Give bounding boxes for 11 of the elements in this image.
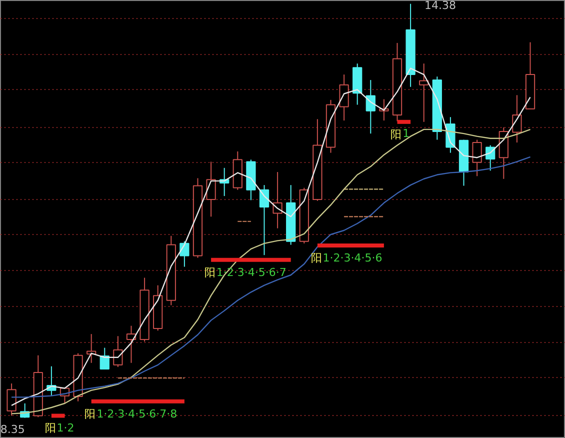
series-label: 阳1·2·3·4·5·6	[310, 251, 382, 264]
candlestick	[472, 139, 482, 177]
series-label: 阳1	[390, 126, 410, 141]
candlestick	[512, 94, 522, 143]
annotation: 14.38	[424, 0, 456, 12]
candlestick	[206, 161, 216, 218]
candlestick	[339, 74, 349, 122]
candlestick	[419, 63, 429, 122]
text: 8.35	[0, 422, 25, 436]
series-label: 阳1·2	[44, 422, 74, 435]
candlestick	[406, 3, 416, 88]
